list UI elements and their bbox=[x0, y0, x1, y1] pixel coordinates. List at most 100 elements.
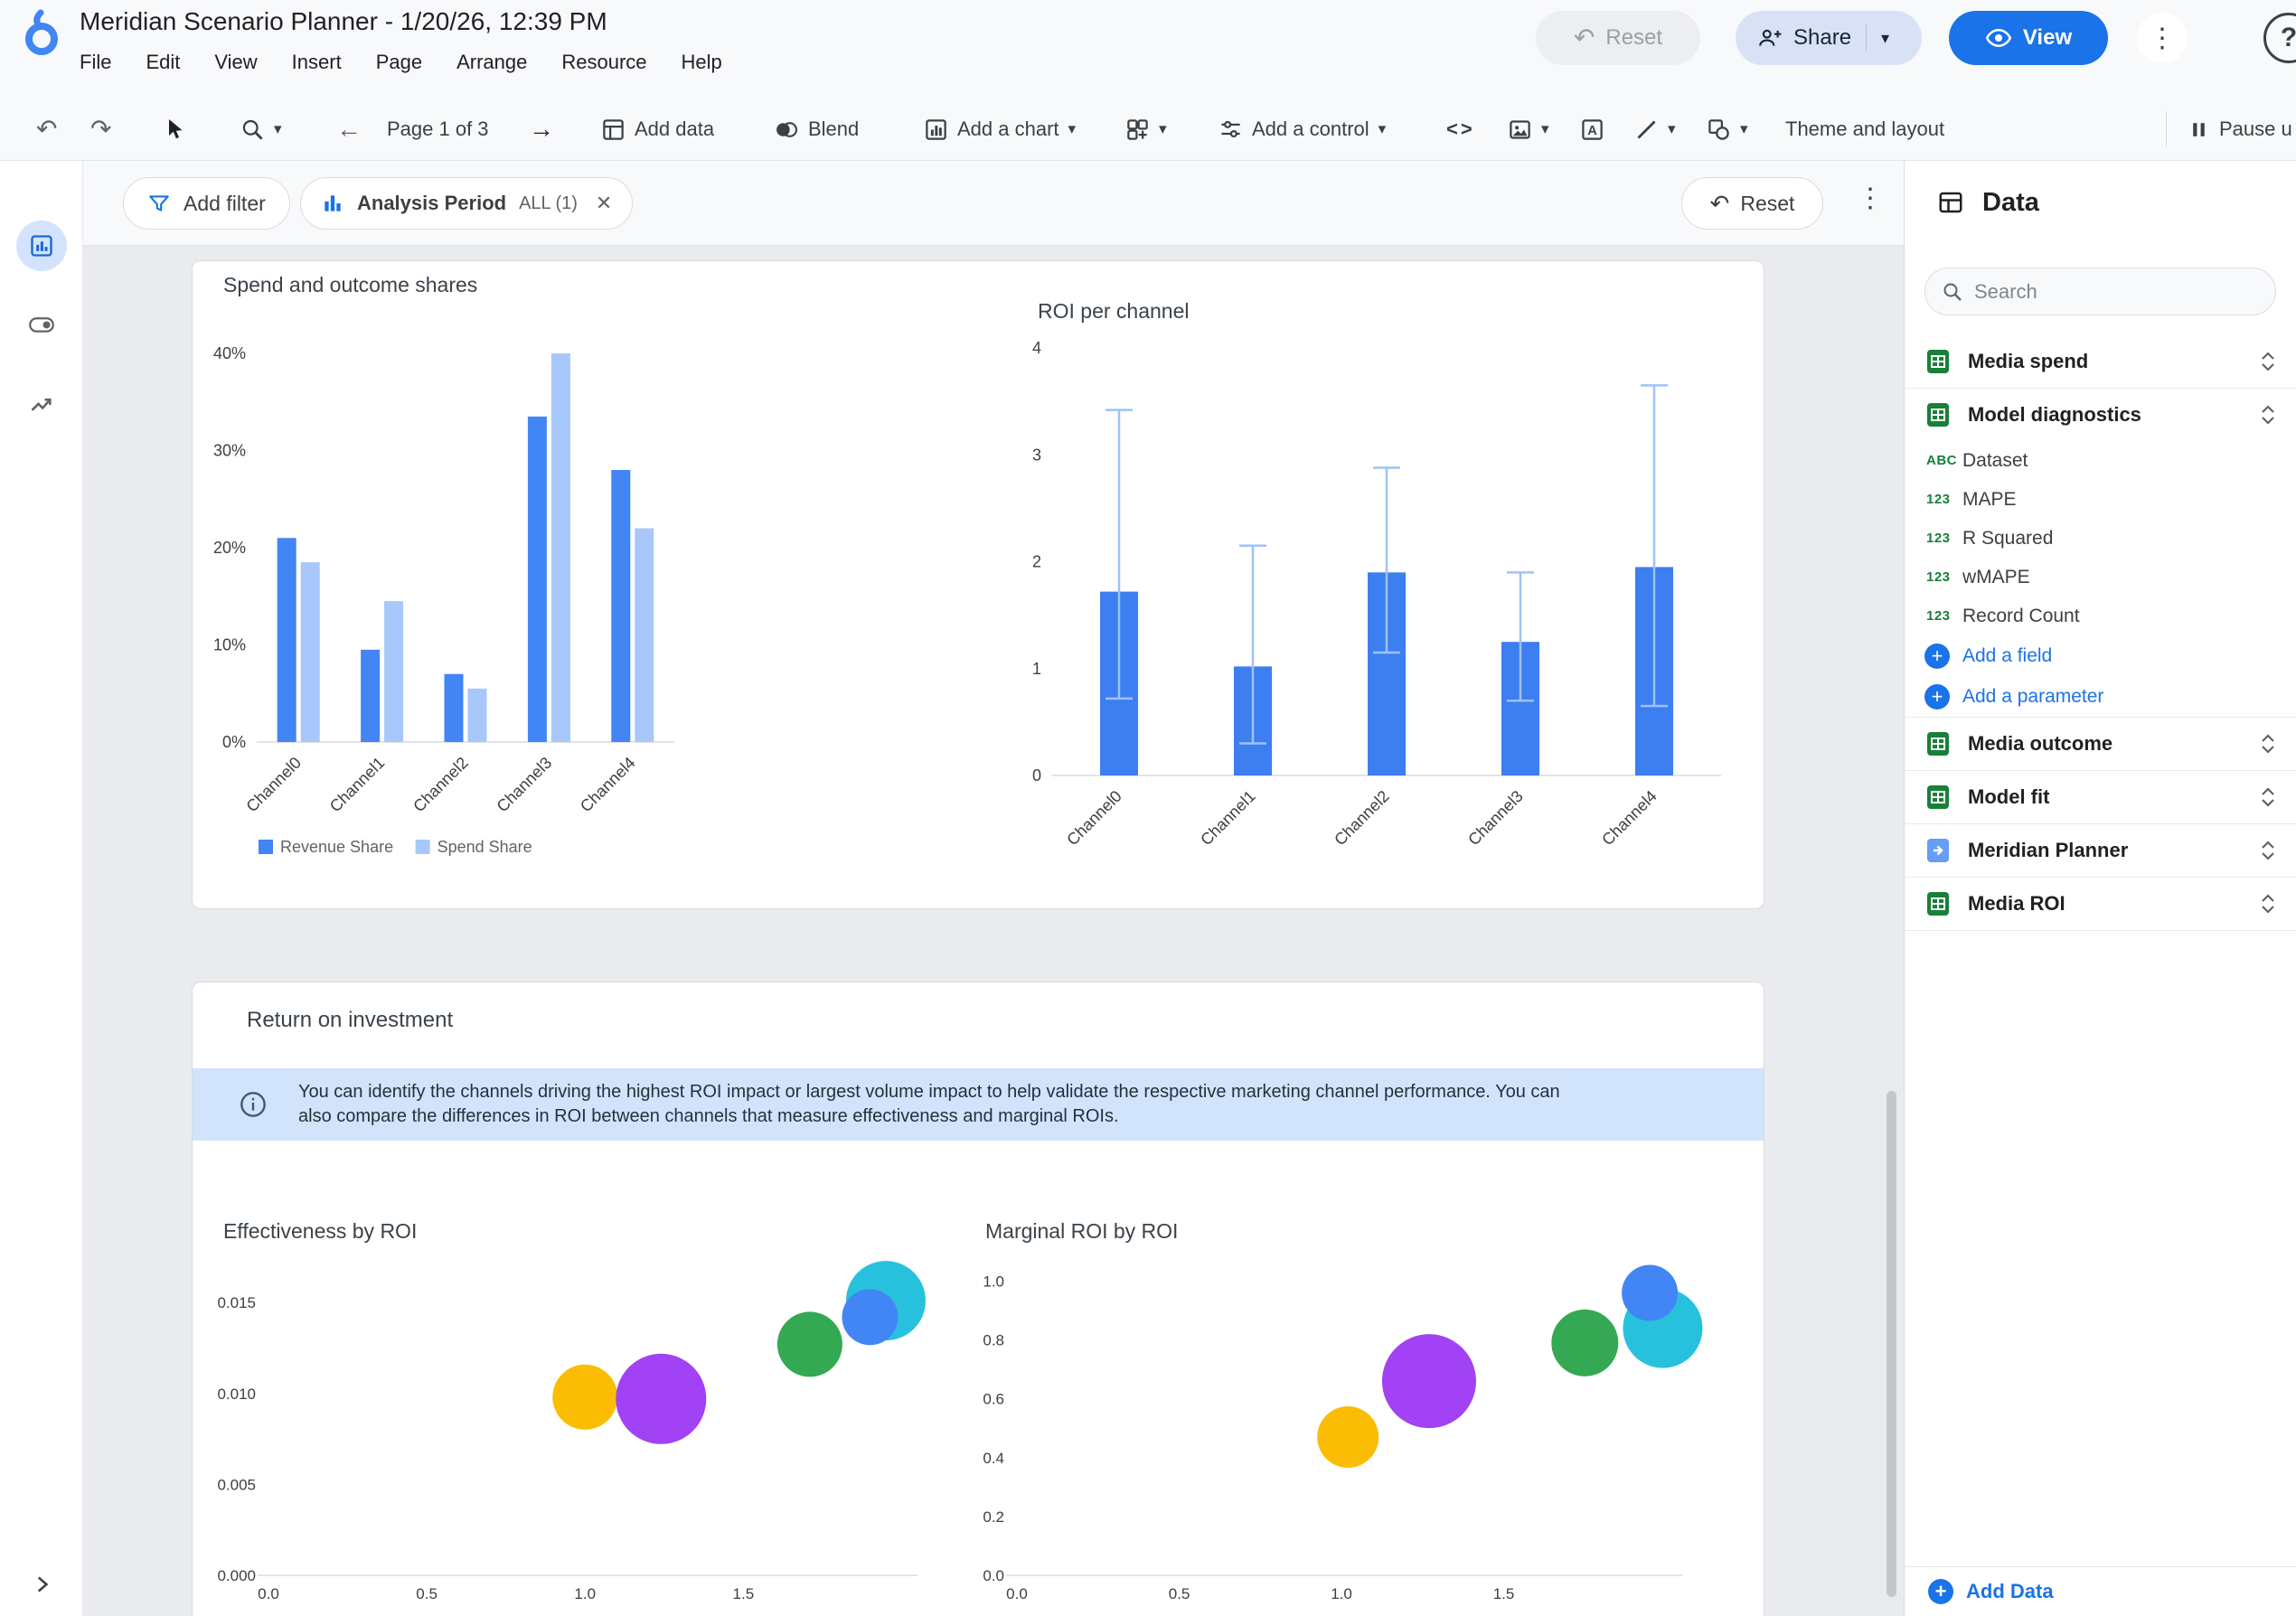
pause-updates-button[interactable]: Pause u bbox=[2188, 98, 2292, 161]
select-tool-button[interactable] bbox=[165, 98, 186, 161]
line-caret-icon: ▾ bbox=[1668, 120, 1676, 137]
divider bbox=[1905, 823, 2296, 824]
report-canvas: Add filter Analysis Period ALL (1) ✕ ↶ R… bbox=[83, 161, 1904, 1616]
add-control-button[interactable]: Add a control ▾ bbox=[1219, 98, 1386, 161]
field-type-icon: 123 bbox=[1926, 569, 1951, 585]
trending-up-icon bbox=[31, 398, 52, 411]
share-button[interactable]: Share ▾ bbox=[1736, 11, 1922, 65]
rail-expand-button[interactable] bbox=[30, 1573, 53, 1596]
zoom-tool-button[interactable]: ▾ bbox=[240, 98, 282, 161]
unfold-more-icon[interactable] bbox=[2258, 350, 2278, 373]
canvas-scrollbar[interactable] bbox=[1887, 1091, 1896, 1597]
search-input[interactable] bbox=[1974, 279, 2245, 304]
field-type-icon: ABC bbox=[1926, 453, 1957, 468]
menu-item-edit[interactable]: Edit bbox=[146, 51, 181, 73]
unfold-less-icon[interactable] bbox=[2258, 403, 2278, 427]
chart-title: Effectiveness by ROI bbox=[223, 1219, 418, 1243]
svg-text:Channel3: Channel3 bbox=[494, 754, 556, 816]
next-page-button[interactable]: → bbox=[529, 115, 554, 143]
shape-caret-icon: ▾ bbox=[1740, 120, 1748, 137]
help-icon[interactable]: ? bbox=[2263, 13, 2296, 63]
sheets-icon bbox=[1927, 732, 1949, 756]
unfold-more-icon[interactable] bbox=[2258, 785, 2278, 809]
insert-elements-button[interactable]: ▾ bbox=[1125, 98, 1167, 161]
report-title[interactable]: Meridian Scenario Planner - 1/20/26, 12:… bbox=[80, 7, 607, 35]
report-chart-icon bbox=[30, 235, 52, 257]
svg-text:0.0: 0.0 bbox=[1006, 1585, 1028, 1601]
unfold-more-icon[interactable] bbox=[2258, 732, 2278, 756]
undo-button[interactable]: ↶ bbox=[36, 115, 58, 143]
data-panel: Data Media spend Model diagnostics ABC D… bbox=[1904, 161, 2296, 1616]
rail-explore-button[interactable] bbox=[16, 380, 67, 430]
data-source-meridian-planner[interactable]: Meridian Planner bbox=[1905, 824, 2296, 877]
shares-roi-card[interactable]: Spend and outcome shares 0% 10% 20% 30% 40% C… bbox=[192, 260, 1764, 909]
theme-layout-button[interactable]: Theme and layout bbox=[1785, 117, 1945, 140]
rail-controls-button[interactable] bbox=[16, 300, 67, 351]
add-filter-button[interactable]: Add filter bbox=[123, 177, 290, 230]
menu-item-help[interactable]: Help bbox=[681, 51, 722, 73]
insert-line-button[interactable]: ▾ bbox=[1634, 98, 1676, 161]
data-source-media-spend[interactable]: Media spend bbox=[1905, 335, 2296, 388]
spend-outcome-shares-chart[interactable]: 0% 10% 20% 30% 40% Channel0 Channel1 Channel2 Ch… bbox=[211, 326, 753, 908]
add-data-button[interactable]: + Add Data bbox=[1905, 1566, 2296, 1616]
menu-item-insert[interactable]: Insert bbox=[291, 51, 342, 73]
menu-bar: File Edit View Insert Page Arrange Resou… bbox=[80, 51, 722, 74]
field-dataset[interactable]: ABC Dataset bbox=[1926, 449, 2028, 471]
add-chart-button[interactable]: Add a chart ▾ bbox=[924, 98, 1076, 161]
share-label: Share bbox=[1793, 25, 1852, 50]
data-source-media-roi[interactable]: Media ROI bbox=[1905, 878, 2296, 930]
svg-text:Channel1: Channel1 bbox=[326, 754, 389, 816]
redo-button[interactable]: ↷ bbox=[90, 115, 112, 143]
shape-icon bbox=[1708, 118, 1729, 140]
return-on-investment-card[interactable]: Return on investment You can identify th… bbox=[192, 982, 1764, 1616]
page-indicator[interactable]: Page 1 of 3 bbox=[387, 117, 489, 140]
view-button[interactable]: View bbox=[1949, 11, 2108, 65]
field-wmape[interactable]: 123 wMAPE bbox=[1926, 566, 2030, 587]
menu-item-resource[interactable]: Resource bbox=[561, 51, 647, 73]
menu-item-view[interactable]: View bbox=[214, 51, 258, 73]
embed-code-button[interactable]: <> bbox=[1446, 117, 1475, 140]
search-box[interactable] bbox=[1924, 268, 2276, 315]
field-record-count[interactable]: 123 Record Count bbox=[1926, 605, 2080, 626]
add-data-button[interactable]: Add data bbox=[601, 98, 714, 161]
menu-item-page[interactable]: Page bbox=[375, 51, 423, 73]
menu-item-file[interactable]: File bbox=[80, 51, 112, 73]
chart-title: Marginal ROI by ROI bbox=[985, 1219, 1179, 1243]
effectiveness-by-roi-chart[interactable]: 0.000 0.005 0.010 0.015 0.0 0.5 1.0 1.5 bbox=[209, 1257, 950, 1601]
undo-icon: ↶ bbox=[1573, 23, 1595, 52]
add-data-icon bbox=[603, 118, 624, 140]
svg-text:0.015: 0.015 bbox=[217, 1294, 256, 1311]
svg-text:3: 3 bbox=[1032, 446, 1041, 464]
canvas-reset-button[interactable]: ↶ Reset bbox=[1681, 177, 1823, 230]
data-source-model-diagnostics[interactable]: Model diagnostics bbox=[1905, 389, 2296, 441]
data-source-media-outcome[interactable]: Media outcome bbox=[1905, 718, 2296, 770]
data-source-model-fit[interactable]: Model fit bbox=[1905, 771, 2296, 823]
looker-studio-logo[interactable] bbox=[20, 7, 61, 58]
insert-shape-button[interactable]: ▾ bbox=[1707, 98, 1748, 161]
previous-page-button[interactable]: ← bbox=[336, 115, 362, 143]
insert-elements-icon bbox=[1127, 118, 1148, 140]
add-control-caret-icon: ▾ bbox=[1378, 120, 1387, 137]
more-options-button[interactable]: ⋮ bbox=[2137, 13, 2188, 63]
filter-bar-more-icon[interactable]: ⋮ bbox=[1857, 183, 1884, 213]
marginal-roi-by-roi-chart[interactable]: 0.0 0.2 0.4 0.6 0.8 1.0 0.0 0.5 1.0 1.5 bbox=[968, 1257, 1727, 1601]
field-mape[interactable]: 123 MAPE bbox=[1926, 488, 2017, 510]
menu-item-arrange[interactable]: Arrange bbox=[456, 51, 528, 73]
svg-text:20%: 20% bbox=[213, 539, 246, 557]
add-parameter-button[interactable]: + Add a parameter bbox=[1905, 676, 2296, 717]
share-dropdown-caret-icon[interactable]: ▾ bbox=[1881, 28, 1890, 47]
field-r-squared[interactable]: 123 R Squared bbox=[1926, 527, 2054, 549]
svg-text:1.0: 1.0 bbox=[1331, 1585, 1352, 1601]
zoom-caret-icon: ▾ bbox=[274, 120, 282, 137]
insert-image-button[interactable]: ▾ bbox=[1508, 98, 1549, 161]
roi-per-channel-chart[interactable]: 0 1 2 3 4 Channel0 Channel1 Channel2 Channel3 Cha… bbox=[1004, 322, 1746, 891]
header-reset-button[interactable]: ↶ Reset bbox=[1536, 11, 1700, 65]
insert-text-button[interactable]: A bbox=[1580, 98, 1604, 161]
blend-button[interactable]: Blend bbox=[773, 98, 859, 161]
analysis-period-filter-chip[interactable]: Analysis Period ALL (1) ✕ bbox=[300, 177, 634, 230]
rail-report-button[interactable] bbox=[15, 221, 67, 271]
add-field-button[interactable]: + Add a field bbox=[1905, 635, 2296, 676]
remove-filter-icon[interactable]: ✕ bbox=[595, 192, 613, 214]
unfold-more-icon[interactable] bbox=[2258, 839, 2278, 862]
unfold-more-icon[interactable] bbox=[2258, 892, 2278, 916]
